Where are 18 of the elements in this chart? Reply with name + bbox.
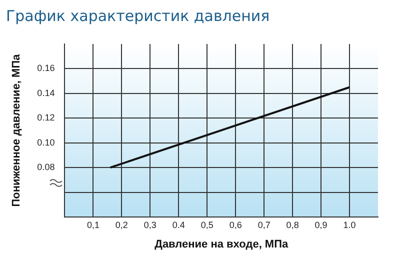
x-tick-label: 0,1 — [86, 220, 100, 230]
x-axis-title: Давление на входе, МПа — [154, 238, 289, 250]
x-tick-label: 0,6 — [229, 220, 242, 230]
y-tick-label: 0.16 — [37, 63, 55, 74]
x-tick-label: 0,2 — [115, 220, 128, 230]
x-tick-label: 0,7 — [258, 220, 270, 230]
y-tick-label: 0.08 — [37, 162, 55, 172]
x-tick-label: 0,5 — [200, 220, 214, 230]
x-tick-label: 0.4 — [172, 220, 185, 230]
y-tick-label: 0.12 — [37, 112, 55, 123]
y-tick-label: 0.14 — [37, 88, 55, 98]
chart-title: График характеристик давления — [6, 6, 270, 25]
y-tick-label: 0.10 — [37, 137, 55, 148]
x-tick-label: 1.0 — [343, 220, 356, 230]
y-axis-title: Пониженное давление, МПа — [10, 53, 23, 207]
x-tick-label: 0,3 — [144, 220, 156, 230]
x-tick-label: 0,8 — [286, 220, 299, 230]
x-tick-label: 0,9 — [314, 220, 328, 230]
